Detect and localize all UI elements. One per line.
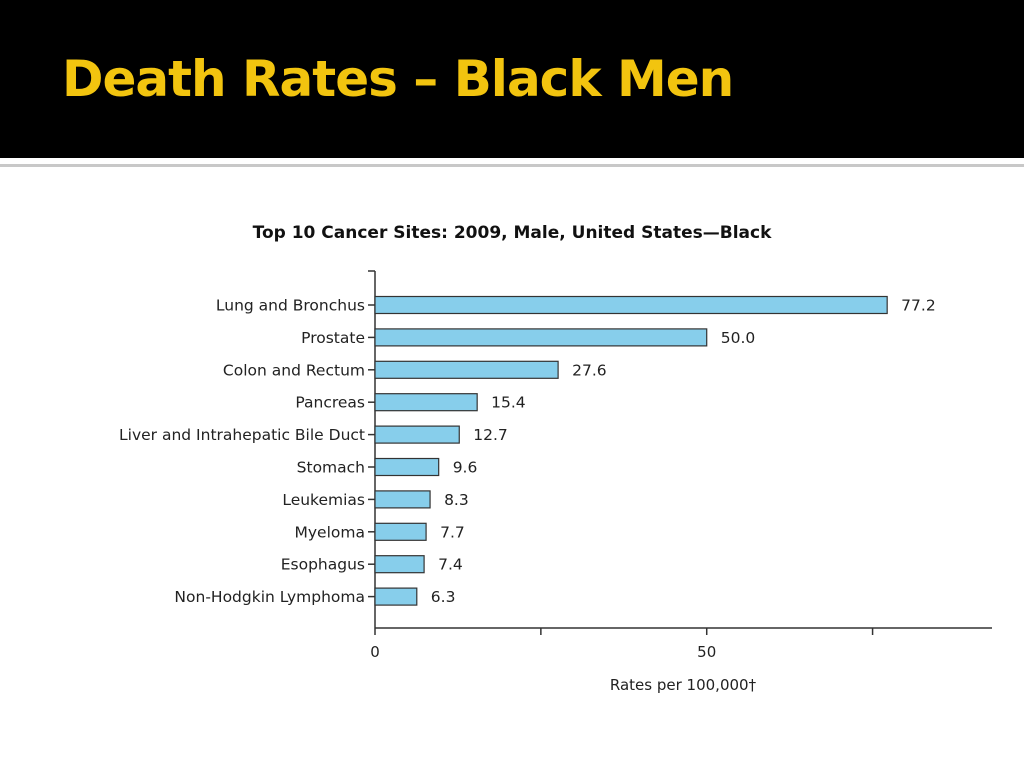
bar xyxy=(374,328,708,347)
value-label: 50.0 xyxy=(721,329,756,347)
category-label: Stomach xyxy=(297,459,365,477)
value-label: 12.7 xyxy=(473,426,508,444)
bar xyxy=(374,425,460,444)
slide-header xyxy=(0,0,1024,158)
category-label: Non-Hodgkin Lymphoma xyxy=(174,588,365,606)
category-label: Lung and Bronchus xyxy=(216,297,365,315)
value-label: 15.4 xyxy=(491,394,526,412)
bar xyxy=(374,555,425,574)
value-label: 27.6 xyxy=(572,361,607,379)
slide-title: Death Rates – Black Men xyxy=(62,50,734,108)
value-label: 9.6 xyxy=(453,459,478,477)
bar xyxy=(374,490,431,509)
header-divider xyxy=(0,164,1024,167)
chart-bars: 77.2 50.0 27.6 15.4 12.7 9.6 8.3 7.7 7.4 6.3 xyxy=(374,295,936,606)
value-label: 8.3 xyxy=(444,491,469,509)
category-label: Pancreas xyxy=(295,394,365,412)
bar xyxy=(374,360,559,379)
category-label: Prostate xyxy=(301,329,365,347)
x-tick-label: 50 xyxy=(697,643,716,661)
category-label: Liver and Intrahepatic Bile Duct xyxy=(119,426,365,444)
value-label: 7.7 xyxy=(440,523,465,541)
value-label: 6.3 xyxy=(431,588,456,606)
bar xyxy=(374,393,478,412)
category-label: Leukemias xyxy=(282,491,365,509)
value-label: 7.4 xyxy=(438,556,463,574)
bar xyxy=(374,587,418,606)
bar xyxy=(374,457,440,477)
chart-axes: 0 50 Lung and Bronchus Prostate Colon and Re… xyxy=(119,270,992,661)
category-label: Colon and Rectum xyxy=(223,361,365,379)
x-axis-label: Rates per 100,000† xyxy=(610,676,757,694)
value-label: 77.2 xyxy=(901,297,936,315)
chart-title: Top 10 Cancer Sites: 2009, Male, United … xyxy=(253,223,772,243)
bar xyxy=(374,522,427,541)
bar xyxy=(374,295,888,315)
x-tick-label: 0 xyxy=(370,643,380,661)
category-label: Myeloma xyxy=(295,523,365,541)
category-label: Esophagus xyxy=(281,556,365,574)
